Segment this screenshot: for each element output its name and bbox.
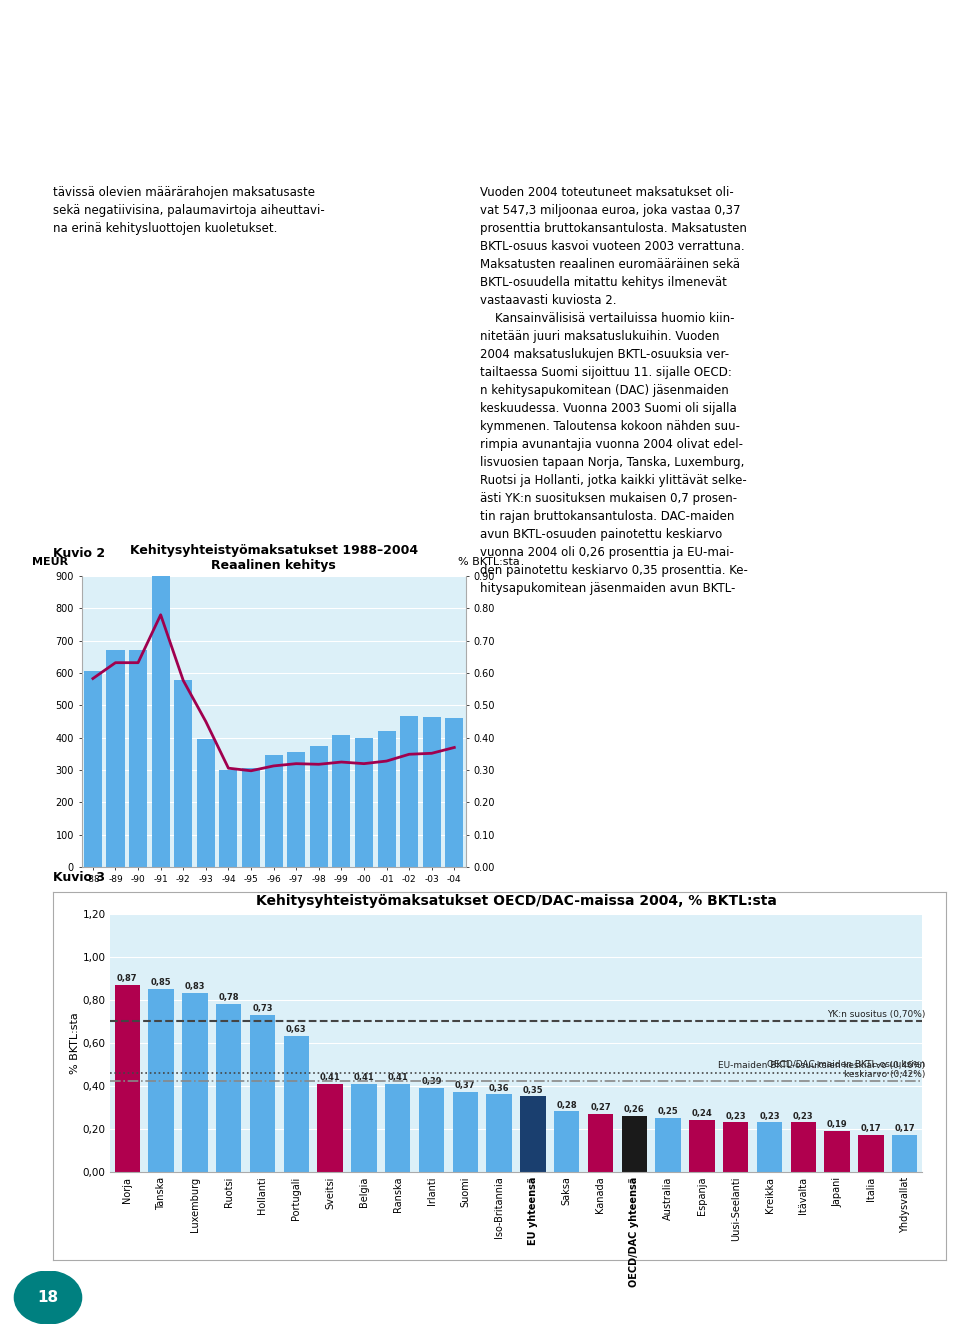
- Text: % BKTL:sta: % BKTL:sta: [458, 557, 519, 567]
- Text: 0,35: 0,35: [522, 1086, 543, 1095]
- Text: 0,27: 0,27: [590, 1103, 611, 1112]
- Bar: [84, 671, 102, 867]
- Ellipse shape: [14, 1271, 82, 1324]
- Bar: [858, 1135, 883, 1172]
- Text: 0,37: 0,37: [455, 1082, 475, 1091]
- Bar: [689, 1120, 714, 1172]
- Bar: [377, 731, 396, 867]
- Bar: [265, 755, 282, 867]
- Bar: [588, 1113, 613, 1172]
- Text: 0,73: 0,73: [252, 1004, 273, 1013]
- Text: 0,78: 0,78: [219, 993, 239, 1002]
- Bar: [656, 1117, 681, 1172]
- Text: 0,83: 0,83: [184, 982, 205, 992]
- Text: 18: 18: [37, 1290, 59, 1305]
- Bar: [487, 1094, 512, 1172]
- Text: 0,24: 0,24: [691, 1110, 712, 1119]
- Bar: [756, 1123, 782, 1172]
- Bar: [723, 1123, 749, 1172]
- Title: Kehitysyhteistyömaksatukset OECD/DAC-maissa 2004, % BKTL:sta: Kehitysyhteistyömaksatukset OECD/DAC-mai…: [255, 894, 777, 908]
- Text: 0,28: 0,28: [557, 1100, 577, 1110]
- Text: 0,41: 0,41: [320, 1072, 341, 1082]
- Title: Kehitysyhteistyömaksatukset 1988–2004
Reaalinen kehitys: Kehitysyhteistyömaksatukset 1988–2004 Re…: [130, 544, 418, 572]
- Bar: [622, 1116, 647, 1172]
- Text: YK:n suositus (0,70%): YK:n suositus (0,70%): [827, 1010, 925, 1018]
- Bar: [220, 771, 237, 867]
- Text: 0,23: 0,23: [726, 1112, 746, 1120]
- Bar: [351, 1083, 376, 1172]
- Bar: [242, 768, 260, 867]
- Bar: [310, 747, 327, 867]
- Text: 0,41: 0,41: [387, 1072, 408, 1082]
- Text: 0,87: 0,87: [117, 974, 137, 982]
- Text: 0,25: 0,25: [658, 1107, 679, 1116]
- Text: EU-maiden BKTL-osuuksien keskiarvo (0,46%): EU-maiden BKTL-osuuksien keskiarvo (0,46…: [718, 1062, 925, 1070]
- Bar: [825, 1131, 850, 1172]
- Text: Kuvio 2: Kuvio 2: [53, 547, 105, 560]
- Text: MEUR: MEUR: [32, 557, 68, 567]
- Bar: [385, 1083, 410, 1172]
- Bar: [520, 1096, 545, 1172]
- Text: tävissä olevien määrärahojen maksatusaste
sekä negatiivisina, palaumavirtoja aih: tävissä olevien määrärahojen maksatusast…: [53, 187, 324, 236]
- Bar: [107, 650, 125, 867]
- Bar: [318, 1083, 343, 1172]
- Bar: [445, 718, 464, 867]
- Text: 0,23: 0,23: [759, 1112, 780, 1120]
- Text: 0,19: 0,19: [827, 1120, 848, 1129]
- Text: 0,17: 0,17: [895, 1124, 915, 1133]
- Text: 0,39: 0,39: [421, 1078, 442, 1086]
- Bar: [419, 1088, 444, 1172]
- Text: 0,26: 0,26: [624, 1106, 645, 1113]
- Bar: [287, 752, 305, 867]
- Legend: Maksatukset vuoden 2000 hintaan, MEUR, Maksatusten osuus BKTL:sta: Maksatukset vuoden 2000 hintaan, MEUR, M…: [67, 925, 302, 951]
- Bar: [332, 736, 350, 867]
- Text: Vuoden 2004 toteutuneet maksatukset oli-
vat 547,3 miljoonaa euroa, joka vastaa : Vuoden 2004 toteutuneet maksatukset oli-…: [480, 187, 748, 596]
- Bar: [422, 716, 441, 867]
- Bar: [182, 993, 207, 1172]
- Bar: [174, 681, 192, 867]
- Y-axis label: % BKTL:sta: % BKTL:sta: [70, 1012, 80, 1074]
- Bar: [400, 716, 419, 867]
- Text: Määrärahat ja niiden käyttö: Määrärahat ja niiden käyttö: [48, 62, 260, 77]
- Bar: [114, 985, 140, 1172]
- Text: OECD/DAC-maiden BKTL-osuuksien
keskiarvo (0,42%): OECD/DAC-maiden BKTL-osuuksien keskiarvo…: [767, 1059, 925, 1079]
- Bar: [129, 650, 147, 867]
- Bar: [355, 737, 373, 867]
- Text: Kuvio 3: Kuvio 3: [53, 871, 105, 884]
- Bar: [452, 1092, 478, 1172]
- Text: 0,36: 0,36: [489, 1083, 510, 1092]
- Bar: [892, 1135, 918, 1172]
- Text: 0,23: 0,23: [793, 1112, 814, 1120]
- Bar: [554, 1112, 580, 1172]
- Text: 0,63: 0,63: [286, 1026, 306, 1034]
- Text: 0,41: 0,41: [353, 1072, 374, 1082]
- Bar: [152, 576, 170, 867]
- Text: 0,85: 0,85: [151, 978, 172, 988]
- Bar: [216, 1004, 241, 1172]
- Bar: [283, 1037, 309, 1172]
- Bar: [149, 989, 174, 1172]
- Bar: [197, 739, 215, 867]
- Bar: [791, 1123, 816, 1172]
- Text: 0,17: 0,17: [860, 1124, 881, 1133]
- Bar: [250, 1014, 276, 1172]
